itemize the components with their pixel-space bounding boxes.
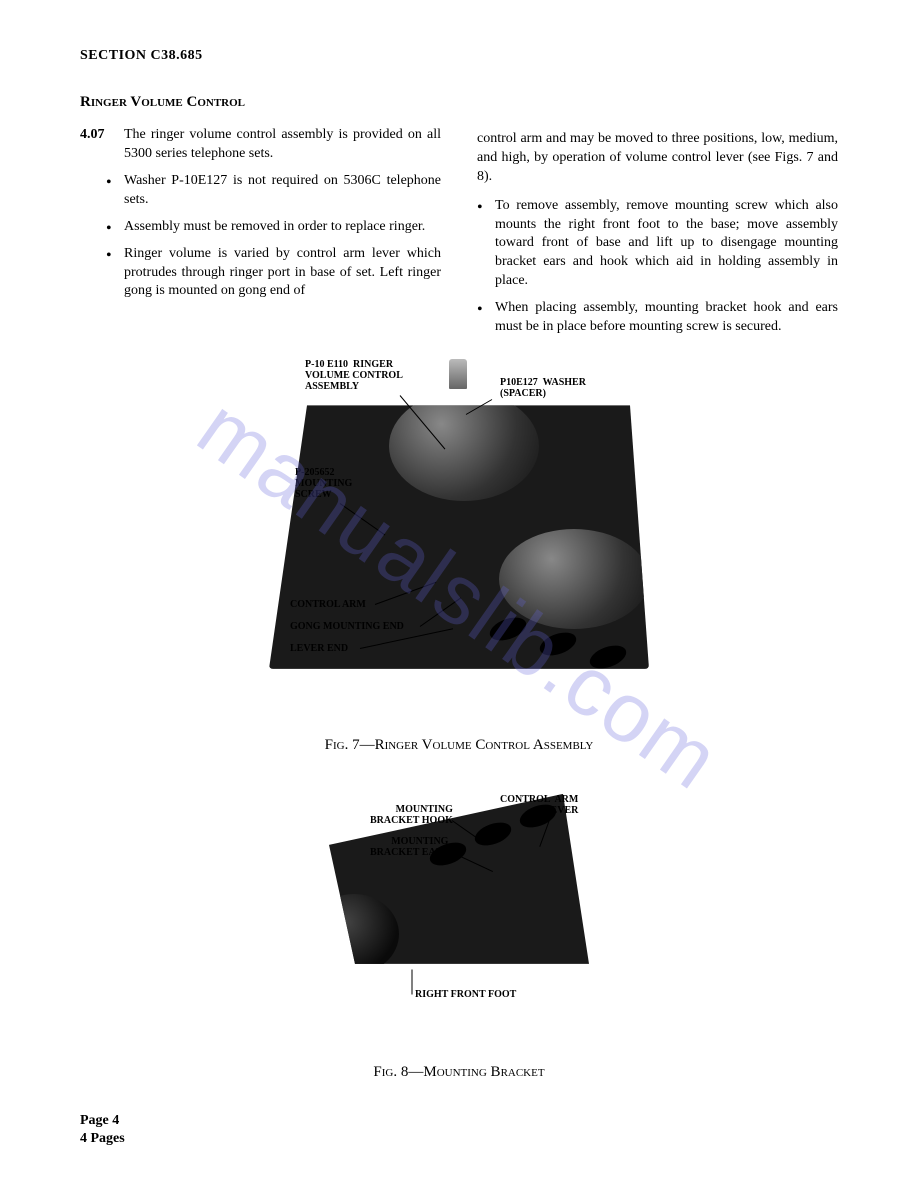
two-column-text: Ringer Volume Control 4.07 The ringer vo… — [80, 92, 838, 345]
slot-graphic — [537, 628, 580, 660]
gong-left — [389, 391, 539, 501]
label-ears: MOUNTING BRACKET EARS — [370, 836, 448, 858]
paragraph-body: The ringer volume control assembly is pr… — [124, 126, 441, 164]
label-foot: RIGHT FRONT FOOT — [415, 989, 516, 1000]
figure-7: P-10 E110 RINGER VOLUME CONTROL ASSEMBLY… — [80, 359, 838, 754]
right-column: control arm and may be moved to three po… — [477, 92, 838, 345]
label-washer: P10E127 WASHER (SPACER) — [500, 377, 586, 399]
label-gong-end: GONG MOUNTING END — [290, 621, 404, 632]
label-lever: CONTROL ARM LEVER — [500, 794, 578, 816]
paragraph-number: 4.07 — [80, 126, 124, 164]
numbered-paragraph: 4.07 The ringer volume control assembly … — [80, 126, 441, 164]
list-item: Assembly must be removed in order to rep… — [124, 218, 441, 237]
right-bullet-list: To remove assembly, remove mounting scre… — [477, 197, 838, 337]
gong-right — [499, 529, 649, 629]
left-column: Ringer Volume Control 4.07 The ringer vo… — [80, 92, 441, 345]
figure-7-caption: Fig. 7—Ringer Volume Control Assembly — [80, 737, 838, 754]
foot-graphic — [309, 894, 399, 974]
leader-line — [412, 969, 413, 994]
slot-graphic — [472, 818, 515, 850]
figure-8-caption: Fig. 8—Mounting Bracket — [80, 1064, 838, 1081]
list-item: When placing assembly, mounting bracket … — [495, 299, 838, 337]
page-footer: Page 4 4 Pages — [80, 1112, 125, 1148]
footer-line-1: Page 4 — [80, 1112, 125, 1130]
continuation-text: control arm and may be moved to three po… — [477, 130, 838, 187]
label-lever-end: LEVER END — [290, 643, 348, 654]
left-bullet-list: Washer P-10E127 is not required on 5306C… — [80, 172, 441, 301]
figure-8: CONTROL ARM LEVER MOUNTING BRACKET HOOK … — [80, 794, 838, 1081]
list-item: To remove assembly, remove mounting scre… — [495, 197, 838, 291]
screw-graphic — [449, 359, 467, 389]
label-assembly: P-10 E110 RINGER VOLUME CONTROL ASSEMBLY — [305, 359, 403, 392]
list-item: Ringer volume is varied by control arm l… — [124, 245, 441, 302]
section-heading: Ringer Volume Control — [80, 92, 441, 112]
section-header: SECTION C38.685 — [80, 48, 838, 64]
label-control-arm: CONTROL ARM — [290, 599, 366, 610]
footer-line-2: 4 Pages — [80, 1130, 125, 1148]
label-screw: P-205652 MOUNTING SCREW — [295, 467, 352, 500]
slot-graphic — [587, 641, 630, 673]
list-item: Washer P-10E127 is not required on 5306C… — [124, 172, 441, 210]
slot-graphic — [487, 613, 530, 645]
label-hook: MOUNTING BRACKET HOOK — [370, 804, 453, 826]
